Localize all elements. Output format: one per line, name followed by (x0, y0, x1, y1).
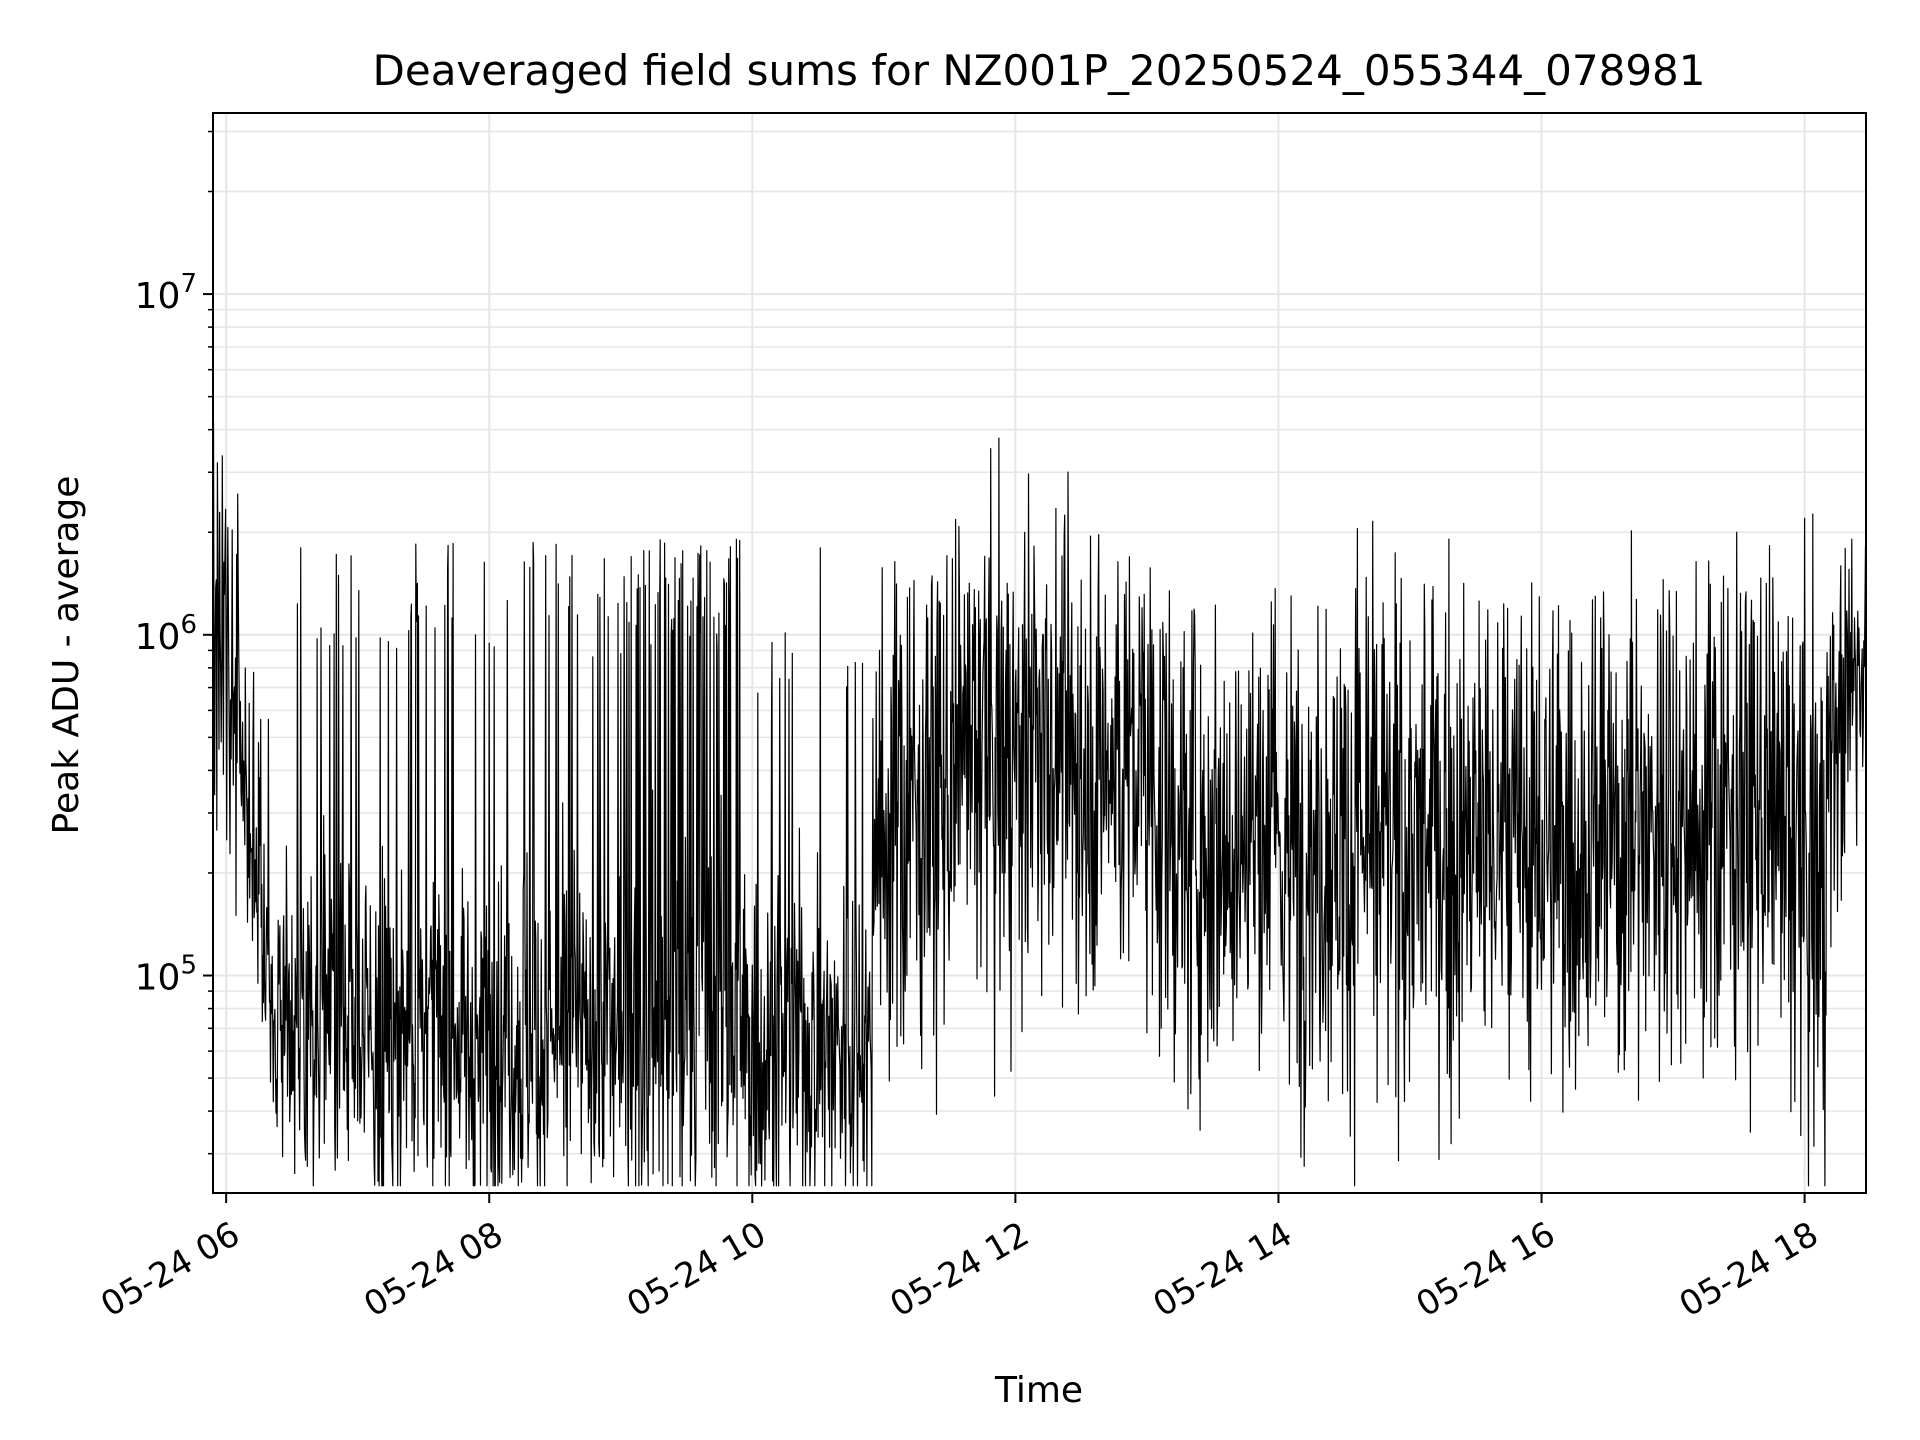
y-axis: 105 106 107 (135, 130, 213, 1155)
y-tick-label: 106 (135, 610, 197, 658)
y-axis-label: Peak ADU - average (46, 476, 87, 835)
plot-frame (212, 112, 1867, 1194)
series-line (212, 421, 1867, 1187)
y-tick-label: 107 (135, 269, 197, 317)
series-layer (212, 421, 1867, 1187)
y-tick-label: 105 (135, 951, 197, 999)
x-axis-label: Time (994, 1370, 1083, 1411)
chart-title: Deaveraged field sums for NZ001P_2025052… (373, 46, 1706, 95)
